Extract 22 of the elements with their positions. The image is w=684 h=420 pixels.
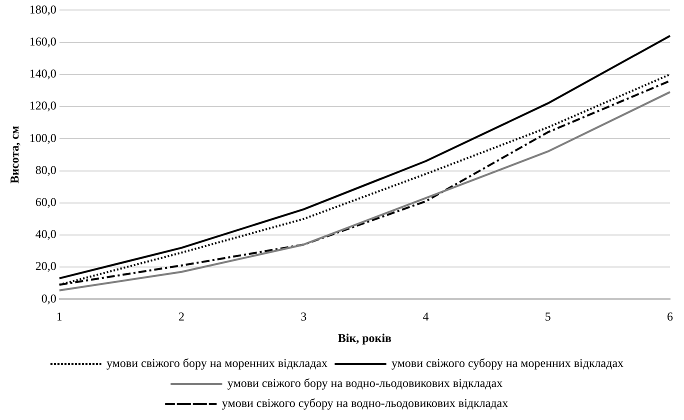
legend-label: умови свіжого субору на моренних відкладах	[391, 356, 624, 370]
x-tick-label: 6	[667, 310, 673, 324]
y-tick-label: 80,0	[35, 162, 56, 177]
x-tick-label: 2	[178, 310, 185, 324]
y-tick-label: 140,0	[29, 66, 56, 81]
y-tick-label: 100,0	[29, 130, 56, 145]
y-axis-title: Висота, см	[7, 126, 22, 184]
legend-label: умови свіжого бору на моренних відкладах	[106, 356, 328, 370]
x-axis-title: Вік, років	[338, 330, 392, 345]
legend-label: умови свіжого бору на водно-льодовикових відкладах	[227, 376, 503, 390]
y-tick-label: 180,0	[29, 2, 56, 16]
x-tick-label: 3	[300, 310, 307, 324]
y-tick-label: 20,0	[35, 259, 56, 274]
x-tick-label: 1	[56, 310, 62, 324]
legend-label: умови свіжого субору на водно-льодовикових відкладах	[222, 396, 508, 410]
y-tick-label: 40,0	[35, 227, 56, 242]
y-tick-label: 120,0	[29, 98, 56, 113]
y-tick-label: 0,0	[41, 291, 56, 306]
y-tick-label: 60,0	[35, 195, 56, 210]
x-tick-label: 5	[544, 310, 551, 324]
y-tick-label: 160,0	[29, 34, 56, 48]
x-tick-label: 4	[422, 310, 429, 324]
